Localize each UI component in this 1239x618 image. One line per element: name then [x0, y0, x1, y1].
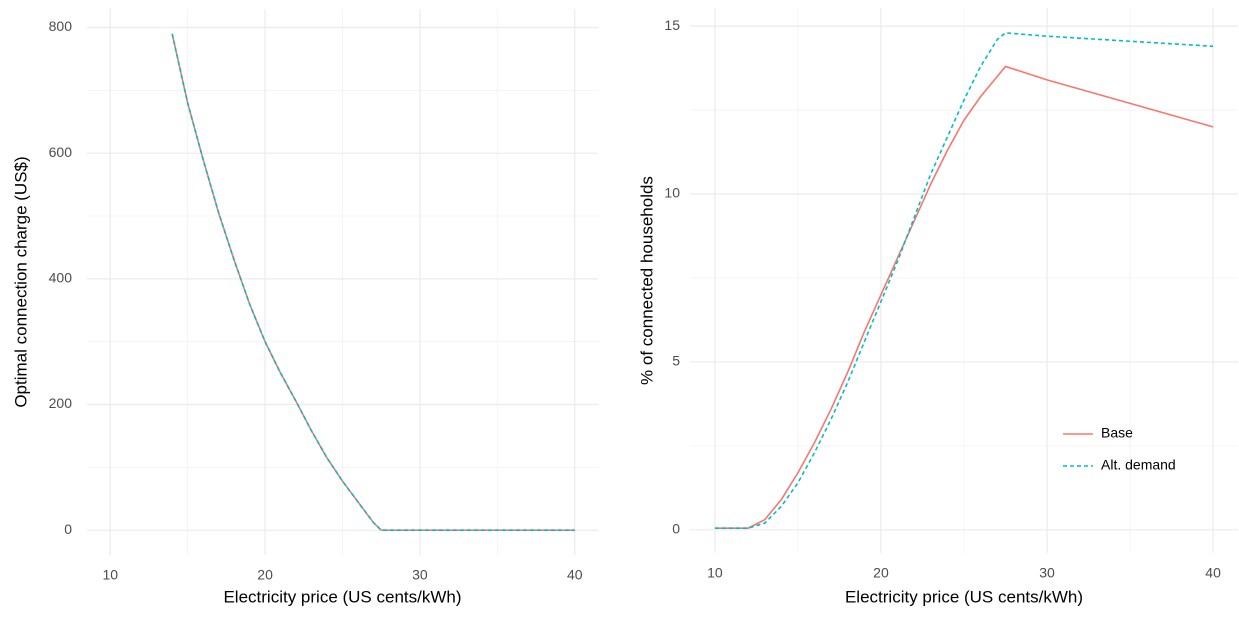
line: [714, 65, 1214, 529]
y-axis-title: Optimal connection charge (US$): [11, 156, 30, 407]
y-tick-label: 200: [49, 395, 73, 411]
line: [171, 33, 575, 531]
legend-label: Base: [1101, 425, 1133, 441]
x-tick-label: 10: [102, 567, 118, 583]
x-tick-label: 30: [1039, 565, 1055, 581]
x-axis-title: Electricity price (US cents/kWh): [845, 587, 1083, 606]
x-tick-label: 40: [1205, 565, 1221, 581]
line: [171, 33, 575, 531]
y-tick-label: 400: [49, 270, 73, 286]
legend-label: Alt. demand: [1101, 457, 1176, 473]
y-tick-label: 600: [49, 144, 73, 160]
x-tick-label: 10: [707, 565, 723, 581]
y-tick-label: 0: [64, 521, 72, 537]
line: [714, 32, 1214, 529]
y-tick-label: 800: [49, 18, 73, 34]
y-tick-label: 15: [664, 17, 680, 33]
y-tick-label: 5: [672, 353, 680, 369]
x-tick-label: 20: [873, 565, 889, 581]
x-tick-label: 20: [257, 567, 273, 583]
y-tick-label: 0: [672, 521, 680, 537]
y-axis-title: % of connected households: [637, 176, 656, 385]
y-tick-label: 10: [664, 185, 680, 201]
x-axis-title: Electricity price (US cents/kWh): [223, 587, 461, 606]
x-tick-label: 30: [412, 567, 428, 583]
x-tick-label: 40: [567, 567, 583, 583]
